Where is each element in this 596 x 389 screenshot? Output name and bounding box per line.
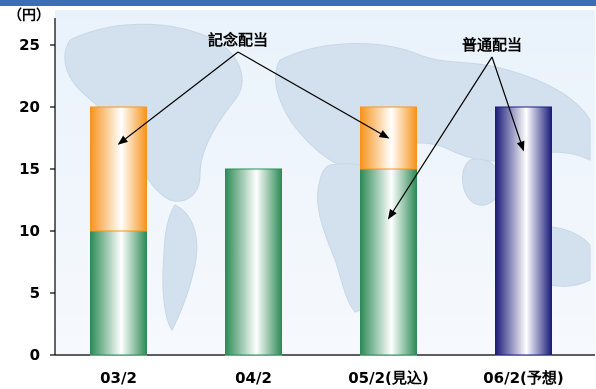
annotations: 記念配当 普通配当 bbox=[117, 31, 525, 220]
x-tick-label: 06/2(予想) bbox=[483, 369, 564, 387]
annotation-label: 記念配当 bbox=[208, 31, 268, 49]
bar-segment bbox=[90, 230, 147, 356]
top-banner-stripe bbox=[0, 0, 596, 6]
bars bbox=[90, 106, 552, 356]
bar-segment bbox=[90, 106, 147, 232]
y-tick-label: 0 bbox=[30, 346, 40, 364]
bar-segment bbox=[225, 168, 282, 356]
y-tick-label: 20 bbox=[19, 98, 40, 116]
annotation-arrow bbox=[387, 56, 493, 220]
annotation-label: 普通配当 bbox=[462, 36, 522, 54]
annotation-arrow bbox=[491, 56, 525, 152]
x-tick-label: 04/2 bbox=[235, 369, 272, 387]
y-tick-label: 15 bbox=[19, 160, 40, 178]
annotation-arrow bbox=[117, 51, 239, 145]
unit-label: （円） bbox=[8, 8, 50, 24]
bar-segment bbox=[360, 168, 417, 356]
y-tick-label: 5 bbox=[30, 284, 40, 302]
y-tick-label: 25 bbox=[19, 36, 40, 54]
annotation-arrow bbox=[237, 51, 390, 139]
x-tick-label: 05/2(見込) bbox=[348, 369, 429, 387]
bar-segment bbox=[495, 106, 552, 356]
x-tick-label: 03/2 bbox=[100, 369, 137, 387]
y-tick-label: 10 bbox=[19, 222, 40, 240]
